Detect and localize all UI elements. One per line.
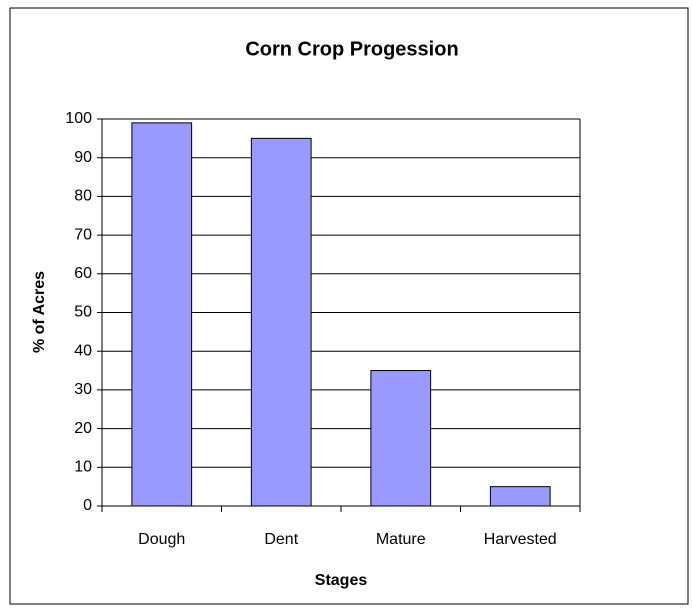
chart-title: Corn Crop Progession — [245, 38, 458, 60]
y-tick-label: 70 — [74, 226, 92, 243]
bar — [370, 370, 432, 507]
y-tick-label: 20 — [74, 420, 92, 437]
y-tick-label: 30 — [74, 381, 92, 398]
y-tick-label: 60 — [74, 265, 92, 282]
chart-border — [9, 7, 689, 605]
y-tick-label: 0 — [83, 497, 92, 514]
y-tick-label: 10 — [74, 459, 92, 476]
y-tick-label: 50 — [74, 304, 92, 321]
bar — [489, 486, 551, 507]
bar — [250, 137, 312, 507]
y-axis-title: % of Acres — [31, 271, 48, 353]
x-axis-title: Stages — [315, 572, 368, 589]
bar — [131, 122, 193, 507]
x-tick-label: Dough — [138, 531, 185, 548]
x-tick-label: Harvested — [484, 531, 557, 548]
y-tick-label: 80 — [74, 188, 92, 205]
y-tick-label: 100 — [65, 110, 92, 127]
x-tick-label: Mature — [376, 531, 426, 548]
x-tick-label: Dent — [264, 531, 298, 548]
y-tick-label: 40 — [74, 342, 92, 359]
y-tick-label: 90 — [74, 149, 92, 166]
